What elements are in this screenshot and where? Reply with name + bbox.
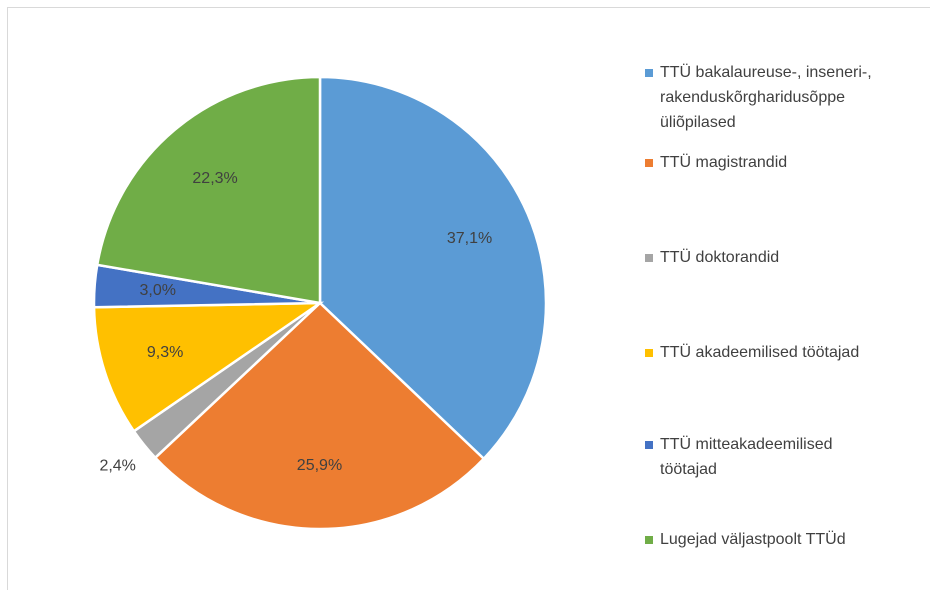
legend-swatch — [645, 536, 653, 544]
legend-item: TTÜ doktorandid — [645, 245, 920, 270]
legend-swatch — [645, 69, 653, 77]
legend-label: TTÜ bakalaureuse-, inseneri-, rakenduskõ… — [660, 64, 872, 131]
legend-item: TTÜ mitteakadeemilised töötajad — [645, 432, 920, 482]
data-label: 37,1% — [447, 230, 492, 247]
legend-label: TTÜ akadeemilised töötajad — [660, 344, 860, 361]
data-label: 9,3% — [147, 344, 183, 361]
legend-item: TTÜ akadeemilised töötajad — [645, 340, 920, 365]
data-label: 2,4% — [99, 457, 135, 474]
legend-swatch — [645, 159, 653, 167]
legend-swatch — [645, 349, 653, 357]
pie-slice — [318, 75, 548, 461]
data-label: 22,3% — [192, 170, 237, 187]
legend-item: TTÜ magistrandid — [645, 150, 920, 175]
legend-item: TTÜ bakalaureuse-, inseneri-, rakenduskõ… — [645, 60, 920, 135]
legend-label: TTÜ mitteakadeemilised töötajad — [660, 436, 833, 478]
legend-label: Lugejad väljastpoolt TTÜd — [660, 531, 846, 548]
pie-slice — [153, 301, 486, 531]
data-label: 25,9% — [297, 457, 342, 474]
pie-slice — [95, 75, 322, 305]
pie-slice — [92, 301, 325, 433]
legend-label: TTÜ magistrandid — [660, 154, 788, 171]
legend-label: TTÜ doktorandid — [660, 249, 780, 266]
legend-swatch — [645, 254, 653, 262]
chart-border — [7, 7, 930, 590]
data-label: 3,0% — [140, 282, 176, 299]
legend-item: Lugejad väljastpoolt TTÜd — [645, 527, 920, 552]
legend-swatch — [645, 441, 653, 449]
